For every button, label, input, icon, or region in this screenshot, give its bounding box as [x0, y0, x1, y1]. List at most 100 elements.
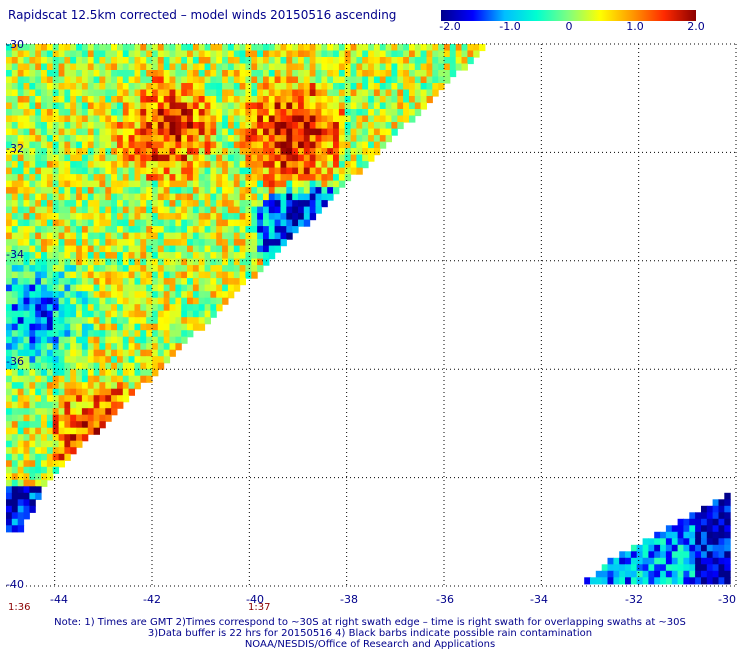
wind-cell — [76, 291, 83, 299]
wind-cell — [152, 89, 159, 97]
wind-cell — [46, 76, 54, 84]
wind-cell — [52, 297, 60, 305]
wind-cell — [17, 252, 25, 260]
wind-cell — [93, 174, 100, 182]
wind-cell — [146, 115, 153, 123]
wind-cell — [140, 323, 147, 331]
wind-cell — [274, 109, 281, 117]
wind-cell — [333, 141, 340, 149]
wind-cell — [70, 161, 77, 169]
wind-cell — [105, 330, 112, 338]
wind-cell — [140, 200, 147, 208]
wind-cell — [23, 206, 30, 214]
wind-cell — [35, 167, 42, 175]
wind-cell — [11, 388, 19, 396]
wind-cell — [93, 128, 100, 136]
wind-cell — [152, 330, 159, 338]
wind-cell — [76, 349, 83, 357]
wind-cell — [52, 343, 60, 351]
wind-cell — [11, 187, 19, 195]
wind-cell — [187, 109, 194, 117]
wind-cell — [152, 135, 159, 143]
wind-cell — [29, 349, 36, 357]
map-title: Rapidscat 12.5km corrected – model winds… — [8, 8, 397, 22]
wind-cell — [146, 96, 153, 104]
wind-cell — [52, 96, 60, 104]
wind-cell — [198, 174, 206, 182]
wind-cell — [122, 206, 130, 214]
wind-cell — [298, 128, 305, 136]
wind-cell — [665, 564, 673, 572]
wind-cell — [17, 427, 25, 435]
wind-cell — [642, 577, 649, 585]
wind-cell — [724, 570, 731, 578]
wind-cell — [409, 70, 416, 78]
wind-cell — [122, 148, 130, 156]
wind-cell — [35, 83, 42, 91]
wind-cell — [216, 187, 223, 195]
wind-cell — [344, 135, 352, 143]
wind-cell — [695, 577, 702, 585]
wind-cell — [152, 258, 159, 266]
wind-cell — [122, 89, 130, 97]
wind-cell — [99, 63, 106, 71]
wind-cell — [321, 141, 328, 149]
wind-cell — [157, 50, 165, 58]
wind-cell — [660, 577, 667, 585]
wind-cell — [23, 473, 30, 481]
wind-cell — [350, 70, 357, 78]
wind-cell — [671, 557, 679, 565]
wind-cell — [309, 122, 317, 130]
wind-cell — [263, 128, 270, 136]
wind-cell — [286, 161, 293, 169]
wind-cell — [41, 265, 48, 273]
wind-cell — [204, 161, 211, 169]
wind-cell — [344, 122, 352, 130]
wind-cell — [426, 63, 433, 71]
wind-cell — [210, 174, 217, 182]
wind-cell — [187, 63, 194, 71]
wind-cell — [590, 577, 597, 585]
wind-cell — [309, 141, 317, 149]
wind-cell — [298, 174, 305, 182]
wind-cell — [233, 135, 241, 143]
wind-cell — [344, 128, 352, 136]
wind-cell — [6, 369, 13, 377]
wind-cell — [17, 486, 25, 494]
wind-cell — [157, 304, 165, 312]
wind-cell — [251, 154, 258, 162]
wind-cell — [58, 388, 65, 396]
wind-cell — [76, 356, 83, 364]
wind-cell — [350, 89, 357, 97]
wind-cell — [81, 70, 89, 78]
wind-cell — [99, 297, 106, 305]
wind-cell — [409, 50, 416, 58]
wind-cell — [204, 50, 211, 58]
wind-cell — [117, 128, 124, 136]
wind-cell — [245, 232, 252, 240]
wind-cell — [701, 551, 708, 559]
wind-cell — [239, 245, 246, 253]
wind-cell — [146, 44, 153, 52]
wind-cell — [105, 304, 112, 312]
wind-cell — [111, 89, 118, 97]
wind-cell — [263, 239, 270, 247]
wind-cell — [222, 245, 229, 253]
wind-cell — [157, 323, 165, 331]
wind-cell — [671, 544, 679, 552]
wind-cell — [46, 401, 54, 409]
wind-cell — [117, 258, 124, 266]
wind-cell — [257, 180, 264, 188]
wind-cell — [385, 115, 392, 123]
wind-cell — [46, 291, 54, 299]
wind-cell — [379, 141, 387, 149]
wind-cell — [233, 284, 241, 292]
wind-cell — [117, 401, 124, 409]
wind-cell — [216, 193, 223, 201]
wind-cell — [257, 44, 264, 52]
wind-cell — [315, 96, 322, 104]
wind-cell — [76, 310, 83, 318]
wind-cell — [432, 70, 439, 78]
wind-cell — [216, 122, 223, 130]
